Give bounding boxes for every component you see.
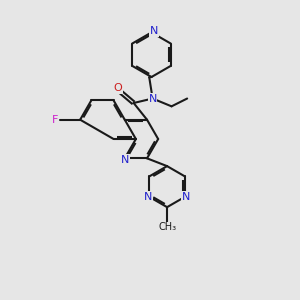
Text: N: N	[148, 94, 157, 103]
Text: N: N	[121, 155, 129, 165]
Text: N: N	[182, 192, 190, 202]
Text: N: N	[144, 192, 152, 202]
Text: CH₃: CH₃	[158, 222, 176, 232]
Text: F: F	[52, 115, 58, 125]
Text: N: N	[150, 26, 158, 36]
Text: O: O	[113, 83, 122, 93]
